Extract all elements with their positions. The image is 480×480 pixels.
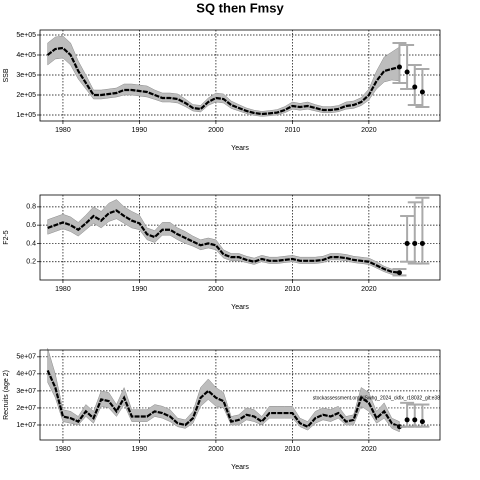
x-axis-label: Years [231,145,249,152]
x-tick-label: 2010 [285,127,301,134]
x-tick-label: 2000 [208,286,224,293]
y-tick-label: 2e+07 [16,405,36,412]
x-axis-label: Years [231,304,249,311]
x-tick-label: 2000 [208,446,224,453]
projection-point [412,417,418,423]
projection-point [404,417,410,423]
projection-point [419,419,425,425]
plot-frame [39,29,441,122]
annotation: stockassessment.org/NSwhg_2024_ckfix_r18… [313,395,441,401]
projection-point [396,64,402,70]
y-tick-label: 2e+05 [16,92,36,99]
x-tick-label: 1980 [55,446,71,453]
x-tick-label: 2010 [285,446,301,453]
y-tick-label: 1e+05 [16,112,36,119]
y-axis-label: SSB [3,68,10,82]
y-tick-label: 0.4 [26,240,36,247]
x-tick-label: 2020 [361,127,377,134]
chart-title: SQ then Fmsy [196,0,284,15]
x-tick-label: 2020 [361,286,377,293]
projection-point [419,240,425,246]
x-tick-label: 1990 [132,127,148,134]
projection-point [404,240,410,246]
y-axis-label: F2-5 [3,230,10,245]
y-tick-label: 5e+05 [16,32,36,39]
confidence-band [47,348,400,433]
projection-point [412,240,418,246]
projection-point [396,270,402,276]
projection-point [396,424,402,430]
projection-point [412,84,418,90]
x-axis-label: Years [231,464,249,471]
x-tick-label: 1990 [132,286,148,293]
estimate-line [46,370,400,429]
projection-point [404,69,410,75]
projection-point [419,89,425,95]
plot-frame [39,194,441,281]
estimate-line [47,209,400,274]
y-tick-label: 3e+05 [16,72,36,79]
y-tick-label: 0.2 [26,259,36,266]
x-tick-label: 2000 [208,127,224,134]
confidence-band [47,35,400,117]
confidence-band [47,199,400,276]
y-tick-label: 4e+05 [16,52,36,59]
plot-frame [39,349,441,441]
y-tick-label: 5e+07 [16,354,36,361]
y-tick-label: 0.8 [26,204,36,211]
y-tick-label: 3e+07 [16,388,36,395]
y-tick-label: 4e+07 [16,371,36,378]
x-tick-label: 1990 [132,446,148,453]
x-tick-label: 1980 [55,127,71,134]
x-tick-label: 1980 [55,286,71,293]
estimate-line [46,46,400,116]
x-tick-label: 2020 [361,446,377,453]
y-tick-label: 1e+07 [16,422,36,429]
y-tick-label: 0.6 [26,222,36,229]
x-tick-label: 2010 [285,286,301,293]
y-axis-label: Recruits (age 2) [3,370,10,420]
